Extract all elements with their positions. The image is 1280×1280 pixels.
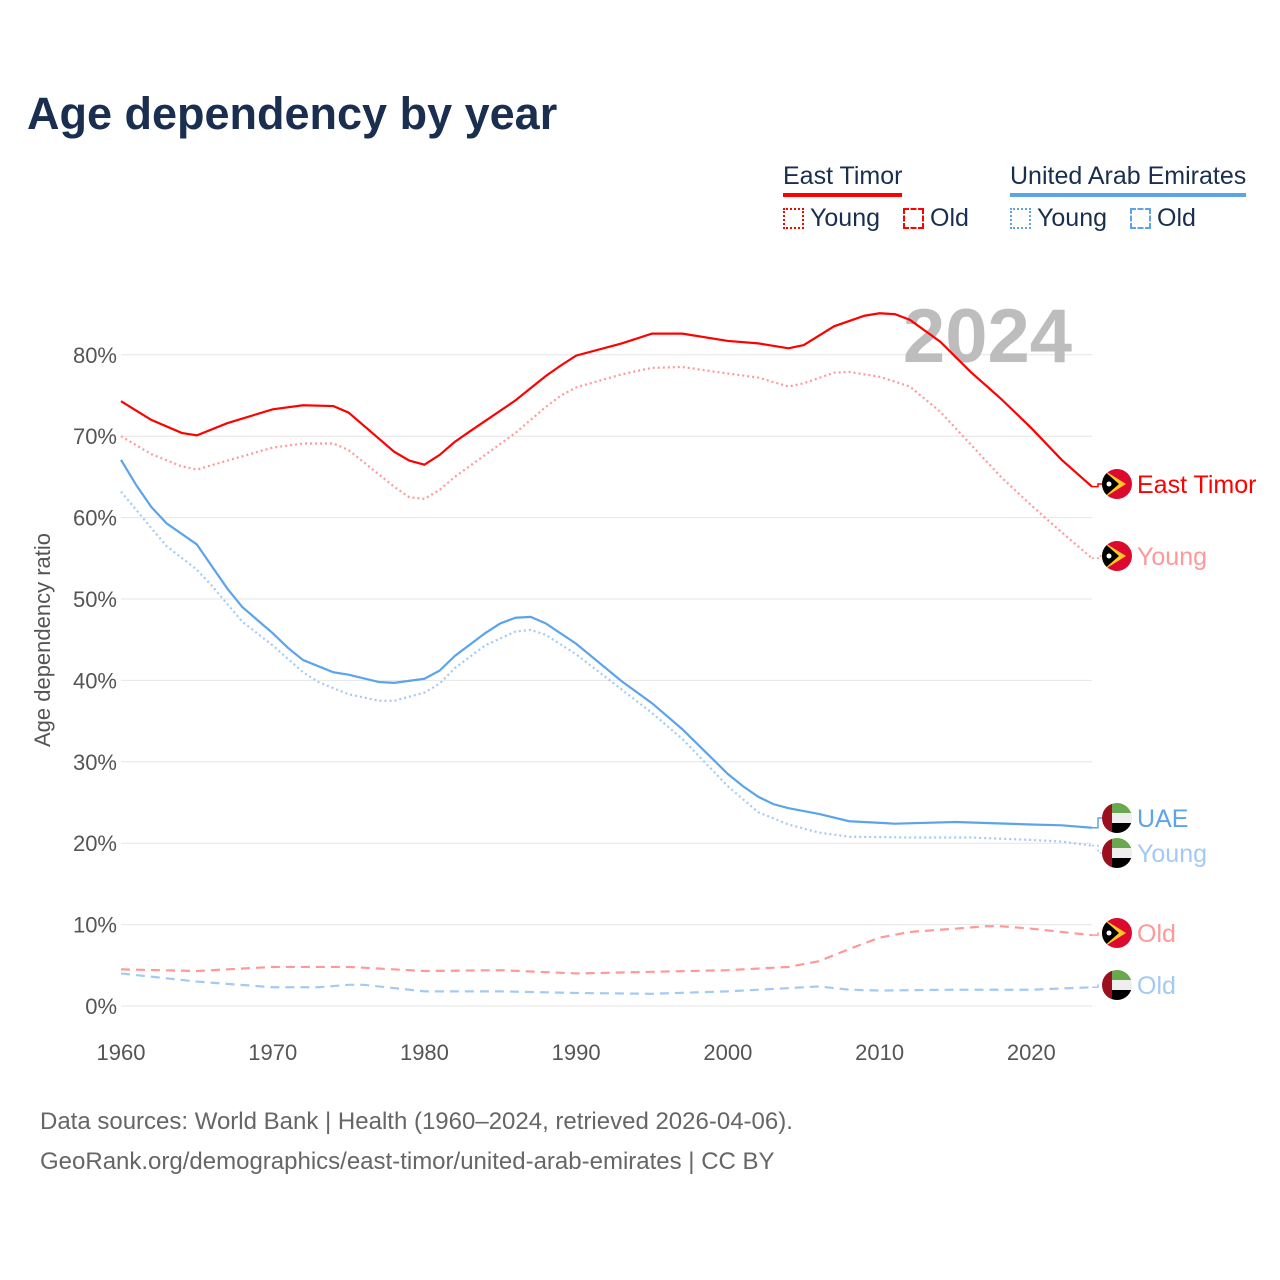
dotted-swatch-icon (783, 208, 804, 229)
y-tick-label: 50% (73, 587, 117, 612)
label-connector (1092, 932, 1104, 936)
x-tick-label: 2020 (1007, 1040, 1056, 1065)
uae-flag-icon (1102, 970, 1132, 1000)
y-tick-label: 70% (73, 424, 117, 449)
x-tick-label: 1960 (97, 1040, 146, 1065)
uae-flag-icon (1102, 803, 1132, 833)
x-tick-label: 1980 (400, 1040, 449, 1065)
series-end-label: Young (1137, 543, 1207, 571)
y-tick-label: 30% (73, 750, 117, 775)
footer-link[interactable]: GeoRank.org/demographics/east-timor/unit… (40, 1148, 775, 1175)
legend-label: Young (810, 204, 880, 232)
legend-label: Old (930, 204, 969, 232)
series-line-uae-young (120, 490, 1093, 847)
legend-east-timor[interactable]: East Timor (783, 162, 903, 197)
y-axis-label: Age dependency ratio (30, 533, 55, 747)
series-end-label: East Timor (1137, 471, 1256, 499)
footer-sources: Data sources: World Bank | Health (1960–… (40, 1108, 793, 1135)
y-tick-label: 20% (73, 831, 117, 856)
series-end-label: Young (1137, 840, 1207, 868)
line-chart: 0% 10% 20% 30% 40% 50% 60% 70% 80% 1960 1970 1980 19… (30, 294, 1256, 1065)
series-end-label: Old (1137, 920, 1176, 948)
label-connector (1092, 817, 1104, 829)
label-connector (1092, 483, 1104, 488)
dotted-swatch-icon (1010, 208, 1031, 229)
uae-flag-icon (1102, 838, 1132, 868)
label-connector (1092, 844, 1104, 854)
label-connector (1092, 984, 1104, 989)
y-tick-label: 10% (73, 913, 117, 938)
east-timor-flag-icon (1102, 918, 1132, 948)
y-tick-label: 80% (73, 343, 117, 368)
legend-label: Young (1037, 204, 1107, 232)
legend-uae-old[interactable]: Old (1130, 204, 1196, 233)
x-tick-label: 2000 (703, 1040, 752, 1065)
y-tick-label: 0% (85, 994, 117, 1019)
page-title: Age dependency by year (27, 88, 558, 139)
series-end-label: Old (1137, 972, 1176, 1000)
east-timor-flag-icon (1102, 469, 1132, 499)
series-line-uae-old (120, 972, 1093, 995)
series-line-east-timor (120, 312, 1093, 488)
legend-uae-young[interactable]: Young (1010, 204, 1107, 233)
series-end-label: UAE (1137, 805, 1188, 833)
legend-label: Old (1157, 204, 1196, 232)
y-tick-label: 40% (73, 668, 117, 693)
year-watermark: 2024 (903, 294, 1072, 379)
series-line-east-timor-young (120, 365, 1093, 560)
legend-east-timor-young[interactable]: Young (783, 204, 880, 233)
x-tick-label: 1970 (248, 1040, 297, 1065)
series-line-uae (120, 459, 1093, 829)
legend-east-timor-old[interactable]: Old (903, 204, 969, 233)
dashed-swatch-icon (903, 208, 924, 229)
y-tick-label: 60% (73, 506, 117, 531)
x-tick-label: 1990 (552, 1040, 601, 1065)
series-line-east-timor-old (120, 925, 1093, 975)
dashed-swatch-icon (1130, 208, 1151, 229)
east-timor-flag-icon (1102, 541, 1132, 571)
legend-uae[interactable]: United Arab Emirates (1010, 162, 1247, 197)
label-connector (1092, 555, 1104, 560)
x-tick-label: 2010 (855, 1040, 904, 1065)
